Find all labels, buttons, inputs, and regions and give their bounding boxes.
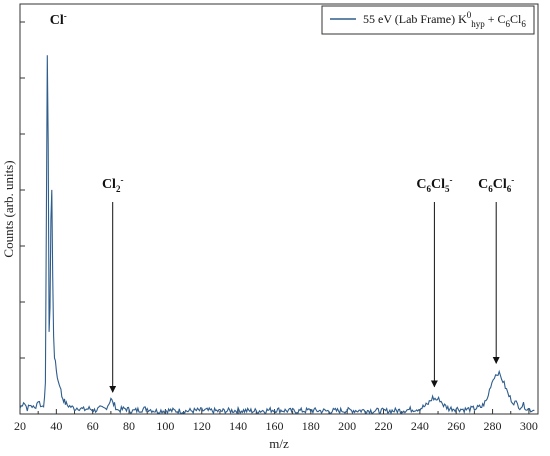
x-tick-label: 40 xyxy=(50,419,62,433)
annotation-label-3: C6Cl6- xyxy=(478,175,514,194)
x-tick-label: 100 xyxy=(156,419,174,433)
annotation-label-0: Cl- xyxy=(50,11,67,28)
legend-box xyxy=(321,5,535,35)
x-tick-label: 240 xyxy=(411,419,429,433)
x-tick-label: 280 xyxy=(484,419,502,433)
x-tick-label: 20 xyxy=(14,419,26,433)
x-tick-label: 80 xyxy=(123,419,135,433)
x-tick-label: 200 xyxy=(338,419,356,433)
legend-entry-0: 55 eV (Lab Frame) K0hyp + C6Cl6 xyxy=(363,10,526,29)
x-tick-label: 300 xyxy=(520,419,538,433)
x-tick-label: 260 xyxy=(447,419,465,433)
plot-frame xyxy=(19,3,539,415)
x-axis-label: m/z xyxy=(269,436,289,451)
x-tick-label: 60 xyxy=(87,419,99,433)
x-tick-label: 120 xyxy=(193,419,211,433)
x-tick-label: 220 xyxy=(375,419,393,433)
annotation-label-1: Cl2- xyxy=(102,175,123,194)
x-tick-label: 160 xyxy=(265,419,283,433)
y-axis-label: Counts (arb. units) xyxy=(1,160,16,257)
series-line-0 xyxy=(19,55,535,416)
x-tick-label: 180 xyxy=(302,419,320,433)
x-tick-label: 140 xyxy=(229,419,247,433)
annotation-label-2: C6Cl5- xyxy=(416,175,452,194)
